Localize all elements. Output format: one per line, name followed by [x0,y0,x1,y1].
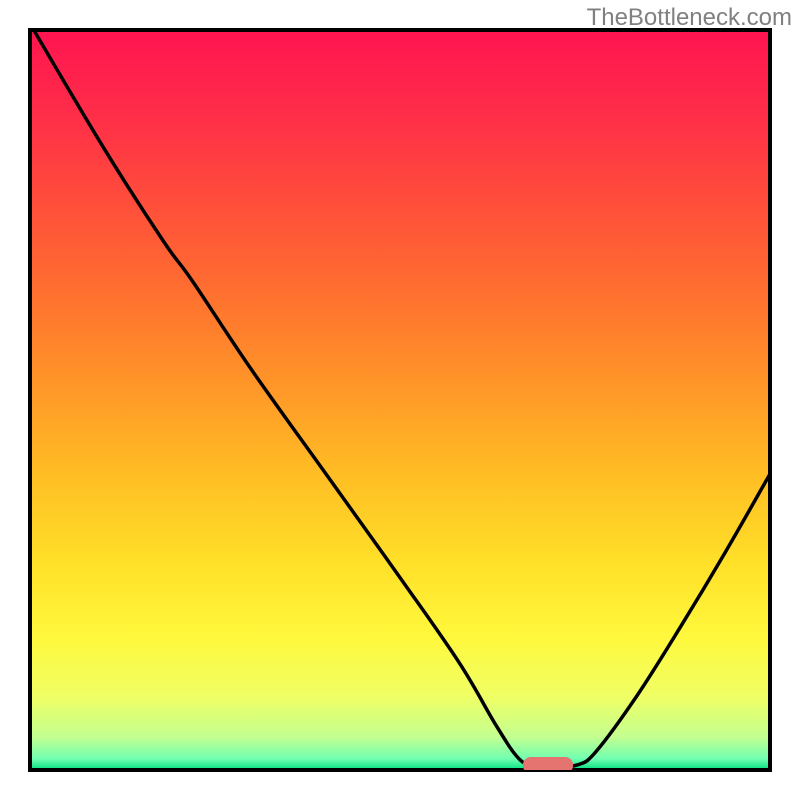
bottleneck-chart: TheBottleneck.com [0,0,800,800]
plot-svg [0,0,800,800]
